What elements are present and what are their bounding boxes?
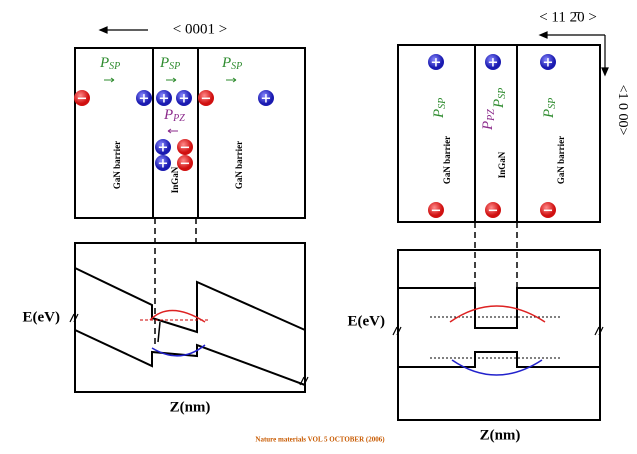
hole-wavefunction [452, 360, 542, 375]
charges: −+++−+++−−+++−−− [74, 54, 556, 219]
psp-label: PSP [541, 98, 558, 119]
charge-sign: + [159, 92, 170, 107]
layer-name: GaN barrier [556, 136, 566, 184]
direction-label: < 11 2̄0 > [539, 9, 597, 25]
axis-label: E(eV) [348, 313, 386, 329]
charge-sign: − [488, 204, 499, 219]
charge-sign: + [179, 92, 190, 107]
charge-sign: + [261, 92, 272, 107]
layer-name: InGaN [497, 151, 507, 178]
small-arrows [104, 78, 236, 82]
symbol: P [480, 121, 496, 131]
projection-lines [155, 218, 517, 345]
psp-label: PSP [491, 88, 508, 109]
frames [75, 45, 600, 420]
charge-sign: + [139, 92, 150, 107]
ppz-label: PPZ [480, 109, 497, 131]
symbol: P [159, 55, 169, 71]
transition-arrow [158, 322, 160, 342]
band-lines [398, 288, 600, 367]
charge-sign: − [201, 92, 212, 107]
symbol: P [431, 109, 447, 119]
subscript: SP [497, 88, 508, 99]
charge-sign: − [431, 204, 442, 219]
symbol: P [99, 55, 109, 71]
subscript: PZ [172, 113, 185, 124]
direction-label: < 0001 > [173, 21, 227, 37]
polarization-labels: PSP PPZ PSP PSP [431, 88, 558, 131]
electron-wavefunction [450, 306, 545, 322]
symbol: P [163, 107, 173, 123]
psp-label: PSP [99, 55, 120, 72]
psp-label: PSP [431, 98, 448, 119]
charge-sign: − [543, 204, 554, 219]
charge-sign: + [431, 56, 442, 71]
layer-name: GaN barrier [112, 141, 122, 189]
layer-name: GaN barrier [234, 141, 244, 189]
band-lines [75, 268, 305, 385]
subscript: PZ [486, 109, 497, 122]
subscript: SP [109, 61, 120, 72]
psp-label: PSP [221, 55, 242, 72]
subscript: SP [437, 98, 448, 109]
subscript: SP [169, 61, 180, 72]
ppz-label: PPZ [163, 107, 185, 124]
direction-label: <1 0 00> [615, 85, 630, 136]
charge-sign: − [180, 141, 191, 156]
charge-sign: − [180, 157, 191, 172]
axis-label: Z(nm) [480, 427, 521, 443]
charge-sign: + [488, 56, 499, 71]
charge-sign: + [158, 141, 169, 156]
symbol: P [541, 109, 557, 119]
subscript: SP [231, 61, 242, 72]
axis-label: Z(nm) [170, 399, 211, 415]
charge-sign: − [77, 92, 88, 107]
symbol: P [221, 55, 231, 71]
charge-sign: + [543, 56, 554, 71]
axis-label: E(eV) [23, 309, 61, 325]
subscript: SP [547, 98, 558, 109]
break-marks [70, 314, 603, 385]
diagram: < 0001 > < 11 2̄0 > <1 0 00> GaN barrier… [0, 0, 637, 454]
charge-sign: + [158, 157, 169, 172]
citation: Nature materials VOL 5 OCTOBER (2006) [255, 436, 385, 444]
small-arrow [168, 129, 178, 133]
symbol: P [491, 99, 507, 109]
psp-label: PSP [159, 55, 180, 72]
layer-name: GaN barrier [442, 136, 452, 184]
